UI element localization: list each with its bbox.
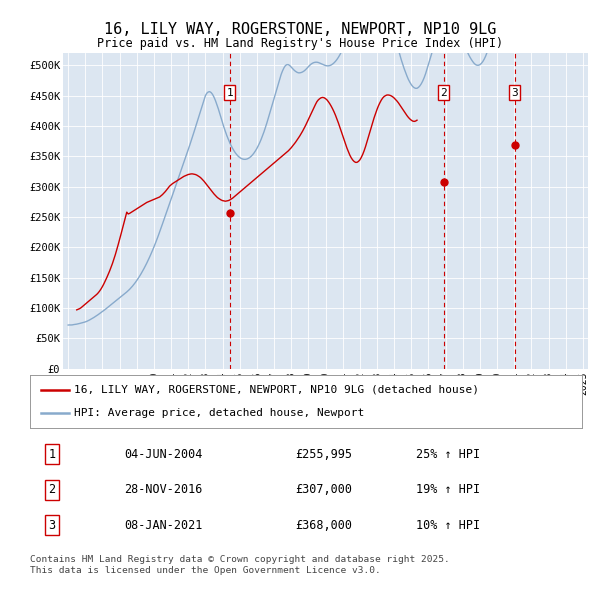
Text: HPI: Average price, detached house, Newport: HPI: Average price, detached house, Newp…: [74, 408, 364, 418]
Text: £368,000: £368,000: [295, 519, 352, 532]
Text: 3: 3: [511, 87, 518, 97]
Text: 16, LILY WAY, ROGERSTONE, NEWPORT, NP10 9LG (detached house): 16, LILY WAY, ROGERSTONE, NEWPORT, NP10 …: [74, 385, 479, 395]
Text: 08-JAN-2021: 08-JAN-2021: [124, 519, 202, 532]
Text: 1: 1: [226, 87, 233, 97]
Text: Contains HM Land Registry data © Crown copyright and database right 2025.
This d: Contains HM Land Registry data © Crown c…: [30, 555, 450, 575]
Text: Price paid vs. HM Land Registry's House Price Index (HPI): Price paid vs. HM Land Registry's House …: [97, 37, 503, 50]
Text: £255,995: £255,995: [295, 448, 352, 461]
Text: 3: 3: [49, 519, 56, 532]
Text: 16, LILY WAY, ROGERSTONE, NEWPORT, NP10 9LG: 16, LILY WAY, ROGERSTONE, NEWPORT, NP10 …: [104, 22, 496, 37]
Text: 2: 2: [440, 87, 447, 97]
Text: 10% ↑ HPI: 10% ↑ HPI: [416, 519, 481, 532]
Text: 2: 2: [49, 483, 56, 496]
Text: £307,000: £307,000: [295, 483, 352, 496]
Text: 25% ↑ HPI: 25% ↑ HPI: [416, 448, 481, 461]
Text: 28-NOV-2016: 28-NOV-2016: [124, 483, 202, 496]
Text: 04-JUN-2004: 04-JUN-2004: [124, 448, 202, 461]
Text: 1: 1: [49, 448, 56, 461]
Text: 19% ↑ HPI: 19% ↑ HPI: [416, 483, 481, 496]
